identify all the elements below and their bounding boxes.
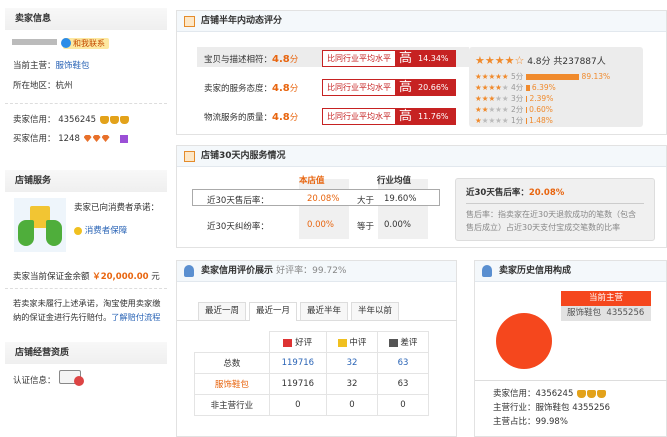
rating-distribution-row: ★★★★★ 5分 89.13% [475, 72, 611, 81]
guarantee-icon [74, 226, 82, 235]
chat-icon [61, 38, 71, 48]
distribution-bar [525, 118, 527, 124]
qualification-header: 店铺经营资质 [5, 342, 167, 364]
table-row: 服饰鞋包 119716 32 63 [194, 373, 430, 395]
shop-icon [184, 151, 195, 162]
dsr-row-label: 卖家的服务态度：4.8分 [204, 83, 299, 94]
vip-icon [119, 134, 128, 143]
credit-table: 好评 中评 差评 总数 119716 32 63 服饰鞋包 119716 32 63 非主营行业 0… [194, 331, 430, 416]
distribution-bar [525, 85, 530, 91]
rating-distribution-row: ★★★★★ 2分 0.60% [475, 105, 553, 114]
rating-type-icon [337, 338, 347, 347]
tab-1[interactable]: 最近一月 [249, 302, 297, 321]
service-30-panel: 店铺30天内服务情况 本店值 行业均值 近30天售后率： 20.08% 大于 19.6… [176, 145, 667, 248]
distribution-bar [525, 96, 528, 102]
diamond-icon [92, 135, 101, 142]
dsr-panel: 店铺半年内动态评分 宝贝与描述相符：4.8分 比同行业平均水平高 14.34% 卖家的… [176, 10, 667, 135]
user-icon [482, 265, 492, 277]
credit-panel: 卖家信用评价展示 好评率：99.72% 最近一周 最近一月 最近半年 半年以前 好评 … [176, 260, 457, 437]
table-row: 总数 119716 32 63 [194, 352, 430, 374]
diamond-icon [83, 135, 92, 142]
credit-pie-slice [496, 313, 552, 369]
shop-icon [184, 16, 195, 27]
crown-icon [577, 389, 587, 398]
rating-type-icon [388, 338, 398, 347]
rating-type-icon [283, 338, 293, 347]
rating-distribution-row: ★★★★★ 3分 2.39% [475, 94, 554, 103]
crown-icon [587, 389, 597, 398]
consumer-protection-icon [14, 198, 66, 252]
dsr-row-label: 宝贝与描述相符：4.8分 [204, 54, 299, 65]
diamond-icon [101, 135, 110, 142]
rating-stars: ★★★★☆ [475, 54, 525, 67]
rating-distribution-row: ★★★★★ 4分 6.39% [475, 83, 556, 92]
crown-icon [109, 115, 119, 124]
dsr-row-label: 物流服务的质量：4.8分 [204, 112, 299, 123]
guarantee-link[interactable]: 消费者保障 [84, 226, 128, 236]
crown-icon [99, 115, 109, 124]
main-category-link[interactable]: 服饰鞋包 [55, 61, 90, 71]
distribution-bar [525, 107, 527, 113]
seller-info-header: 卖家信息 [5, 8, 167, 30]
after-sale-tooltip: 近30天售后率：20.08% 售后率：指卖家在近30天退款成功的笔数（包含售后成… [455, 178, 655, 241]
tab-2[interactable]: 最近半年 [300, 302, 348, 320]
rating-distribution-row: ★★★★★ 1分 1.48% [475, 116, 553, 125]
tab-3[interactable]: 半年以前 [351, 302, 399, 320]
table-row: 非主营行业 0 0 0 [194, 394, 430, 416]
industry-compare-badge: 比同行业平均水平高 11.76% [322, 108, 456, 125]
crown-icon [597, 389, 607, 398]
distribution-bar [525, 74, 580, 80]
crown-icon [119, 115, 129, 124]
contact-button[interactable]: 和我联系 [61, 38, 109, 49]
certificate-icon[interactable] [59, 370, 84, 386]
compensation-process-link[interactable]: 了解赔付流程 [111, 312, 161, 322]
tab-0[interactable]: 最近一周 [198, 302, 246, 320]
shop-service-header: 店铺服务 [5, 170, 167, 192]
user-icon [184, 265, 194, 277]
seller-name-blurred [12, 39, 57, 45]
history-credit-panel: 卖家历史信用构成 当前主营 服饰鞋包 4355256 卖家信用：4356245 … [474, 260, 667, 437]
industry-compare-badge: 比同行业平均水平高 20.66% [322, 79, 456, 96]
industry-compare-badge: 比同行业平均水平高 14.34% [322, 50, 456, 67]
